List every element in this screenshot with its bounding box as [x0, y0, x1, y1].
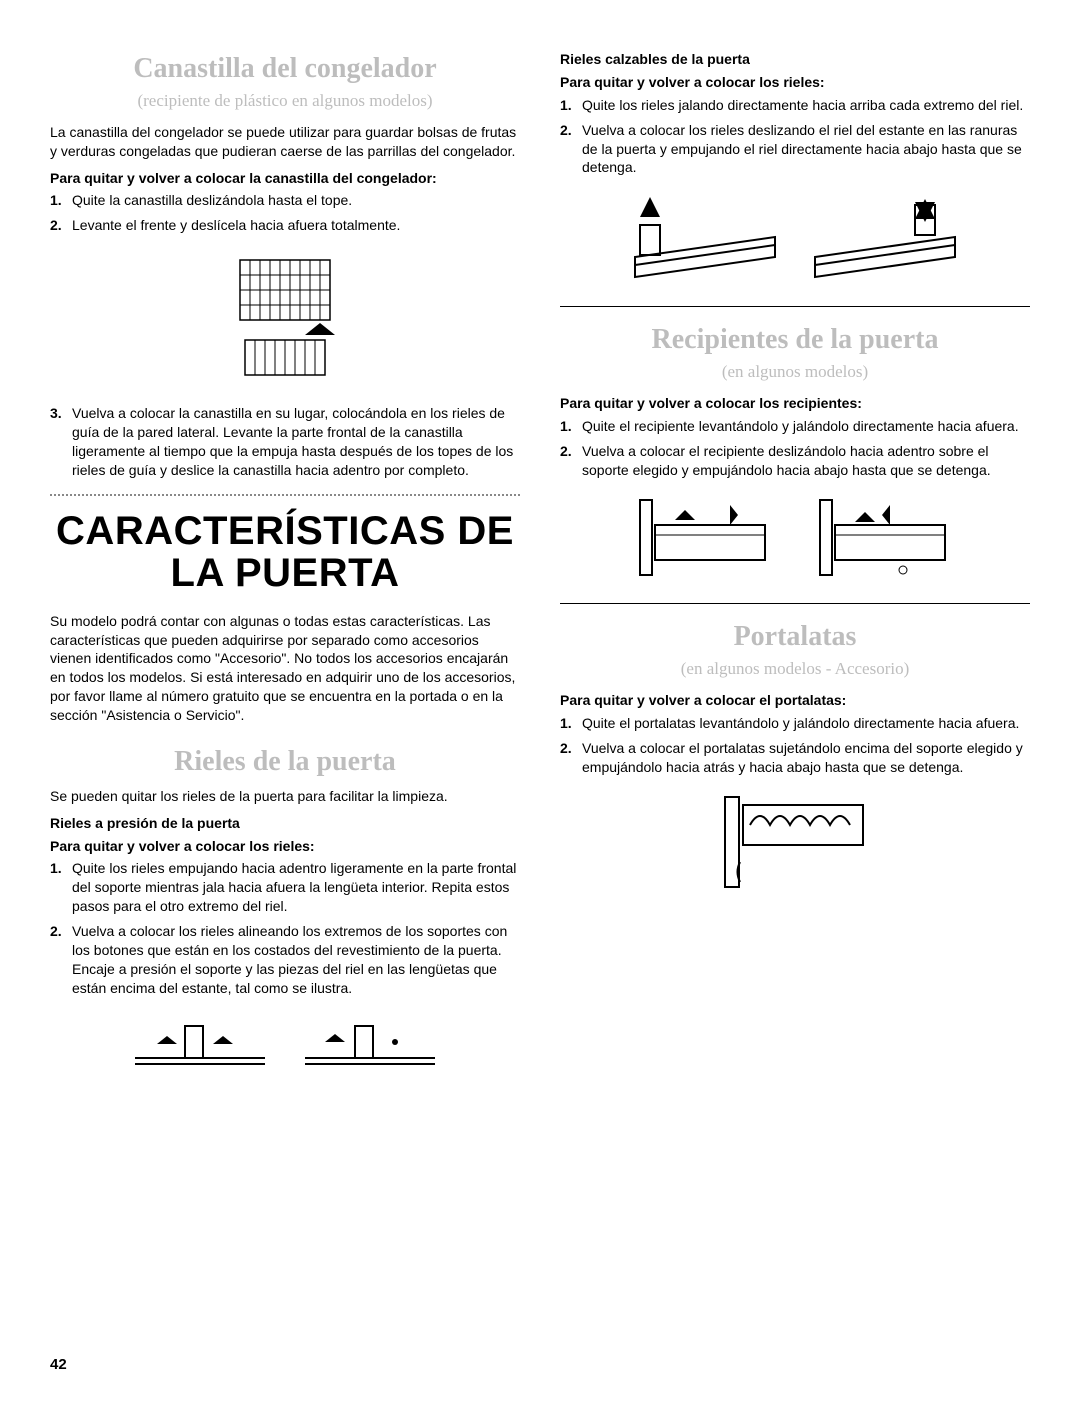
bold-canastilla-1: Para quitar y volver a colocar la canast…: [50, 169, 520, 188]
step-text: Vuelva a colocar el portalatas sujetándo…: [582, 739, 1030, 777]
intro-puerta: Su modelo podrá contar con algunas o tod…: [50, 612, 520, 725]
steps-canastilla-a: 1.Quite la canastilla deslizándola hasta…: [50, 191, 520, 235]
step-text: Quite el recipiente levantándolo y jalán…: [582, 417, 1030, 436]
steps-rieles: 1.Quite los rieles empujando hacia adent…: [50, 859, 520, 997]
section-subtitle-portalatas: (en algunos modelos - Accesorio): [560, 658, 1030, 681]
divider: [560, 306, 1030, 307]
figure-bins: [560, 490, 1030, 590]
step-text: Vuelva a colocar el recipiente deslizánd…: [582, 442, 1030, 480]
divider: [50, 494, 520, 496]
steps-canastilla-b: 3.Vuelva a colocar la canastilla en su l…: [50, 404, 520, 480]
bold-rieles-1: Rieles a presión de la puerta: [50, 814, 520, 833]
bold-recipientes-1: Para quitar y volver a colocar los recip…: [560, 394, 1030, 413]
step-text: Quite los rieles jalando directamente ha…: [582, 96, 1030, 115]
steps-calzables: 1.Quite los rieles jalando directamente …: [560, 96, 1030, 178]
section-title-portalatas: Portalatas: [560, 618, 1030, 656]
step-text: Quite el portalatas levantándolo y jalán…: [582, 714, 1030, 733]
bold-rieles-2: Para quitar y volver a colocar los riele…: [50, 837, 520, 856]
section-subtitle-canastilla: (recipiente de plástico en algunos model…: [50, 90, 520, 113]
bold-calzables-2: Para quitar y volver a colocar los riele…: [560, 73, 1030, 92]
step-text: Vuelva a colocar los rieles deslizando e…: [582, 121, 1030, 178]
bold-portalatas-1: Para quitar y volver a colocar el portal…: [560, 691, 1030, 710]
step-text: Vuelva a colocar la canastilla en su lug…: [72, 404, 520, 480]
section-title-canastilla: Canastilla del congelador: [50, 50, 520, 88]
figure-rail-snap: [50, 1008, 520, 1093]
steps-recipientes: 1.Quite el recipiente levantándolo y jal…: [560, 417, 1030, 480]
intro-rieles: Se pueden quitar los rieles de la puerta…: [50, 787, 520, 806]
intro-canastilla: La canastilla del congelador se puede ut…: [50, 123, 520, 161]
page-number: 42: [50, 1355, 67, 1375]
section-title-recipientes: Recipientes de la puerta: [560, 321, 1030, 359]
figure-rail-slide: [560, 187, 1030, 292]
step-text: Quite los rieles empujando hacia adentro…: [72, 859, 520, 916]
big-title-puerta: CARACTERÍSTICAS DE LA PUERTA: [50, 510, 520, 594]
divider: [560, 603, 1030, 604]
figure-basket: [50, 245, 520, 390]
steps-portalatas: 1.Quite el portalatas levantándolo y jal…: [560, 714, 1030, 777]
section-subtitle-recipientes: (en algunos modelos): [560, 361, 1030, 384]
bold-calzables-1: Rieles calzables de la puerta: [560, 50, 1030, 69]
section-title-rieles: Rieles de la puerta: [50, 743, 520, 781]
step-text: Quite la canastilla deslizándola hasta e…: [72, 191, 520, 210]
figure-canholder: [560, 787, 1030, 902]
step-text: Vuelva a colocar los rieles alineando lo…: [72, 922, 520, 998]
step-text: Levante el frente y deslícela hacia afue…: [72, 216, 520, 235]
